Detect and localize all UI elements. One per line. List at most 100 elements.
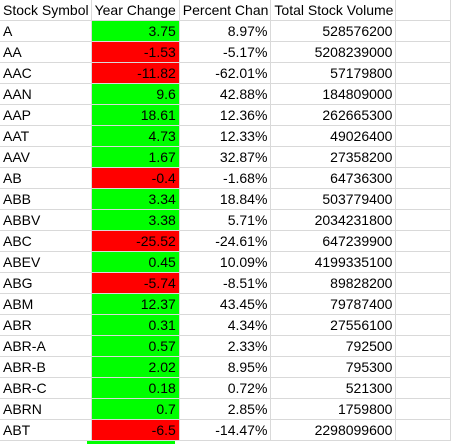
volume-cell[interactable]: 2298099600	[270, 419, 397, 441]
year-change-cell[interactable]: 3.75	[91, 20, 180, 42]
volume-cell[interactable]: 27358200	[270, 146, 397, 168]
empty-cell[interactable]	[395, 272, 451, 294]
percent-change-cell[interactable]: 2.33%	[179, 335, 272, 357]
percent-change-cell[interactable]: 0.72%	[179, 377, 272, 399]
year-change-cell[interactable]: 9.6	[91, 83, 180, 105]
symbol-cell[interactable]: ABG	[0, 272, 92, 294]
percent-change-cell[interactable]: -8.51%	[179, 272, 272, 294]
year-change-cell[interactable]: 0.45	[91, 251, 180, 273]
percent-change-cell[interactable]: 4.34%	[179, 314, 272, 336]
percent-change-cell[interactable]: 8.97%	[179, 20, 272, 42]
percent-change-cell[interactable]: -5.17%	[179, 41, 272, 63]
year-change-cell[interactable]: -0.4	[91, 167, 180, 189]
header-cell-total-stock-volume[interactable]: Total Stock Volume	[270, 0, 397, 21]
volume-cell[interactable]: 521300	[270, 377, 397, 399]
empty-cell[interactable]	[395, 335, 451, 357]
percent-change-cell[interactable]: 5.71%	[179, 209, 272, 231]
volume-cell[interactable]: 795300	[270, 356, 397, 378]
empty-cell[interactable]	[395, 83, 451, 105]
symbol-cell[interactable]: ABB	[0, 188, 92, 210]
year-change-cell[interactable]: 0.57	[91, 335, 180, 357]
year-change-cell[interactable]: 18.61	[91, 104, 180, 126]
symbol-cell[interactable]: ABBV	[0, 209, 92, 231]
volume-cell[interactable]: 184809000	[270, 83, 397, 105]
volume-cell[interactable]: 27556100	[270, 314, 397, 336]
percent-change-cell[interactable]: 42.88%	[179, 83, 272, 105]
year-change-cell[interactable]: 0.18	[91, 377, 180, 399]
empty-cell[interactable]	[395, 41, 451, 63]
header-cell-year-change[interactable]: Year Change	[91, 0, 180, 21]
empty-cell[interactable]	[395, 104, 451, 126]
year-change-cell[interactable]: -5.74	[91, 272, 180, 294]
header-cell-percent-change[interactable]: Percent Chan	[179, 0, 272, 21]
year-change-cell[interactable]: 12.37	[91, 293, 180, 315]
symbol-cell[interactable]: A	[0, 20, 92, 42]
volume-cell[interactable]: 5208239000	[270, 41, 397, 63]
volume-cell[interactable]: 4199335100	[270, 251, 397, 273]
volume-cell[interactable]: 89828200	[270, 272, 397, 294]
year-change-cell[interactable]: 0.31	[91, 314, 180, 336]
volume-cell[interactable]: 57179800	[270, 62, 397, 84]
empty-cell[interactable]	[395, 146, 451, 168]
symbol-cell[interactable]: AAP	[0, 104, 92, 126]
empty-cell[interactable]	[395, 251, 451, 273]
empty-cell[interactable]	[395, 20, 451, 42]
volume-cell[interactable]: 2034231800	[270, 209, 397, 231]
symbol-cell[interactable]: ABR-B	[0, 356, 92, 378]
year-change-cell[interactable]: -6.5	[91, 419, 180, 441]
percent-change-cell[interactable]: 18.84%	[179, 188, 272, 210]
percent-change-cell[interactable]: 10.09%	[179, 251, 272, 273]
percent-change-cell[interactable]: 8.95%	[179, 356, 272, 378]
volume-cell[interactable]: 49026400	[270, 125, 397, 147]
volume-cell[interactable]: 792500	[270, 335, 397, 357]
symbol-cell[interactable]: AAV	[0, 146, 92, 168]
empty-cell[interactable]	[395, 356, 451, 378]
year-change-cell[interactable]: 3.34	[91, 188, 180, 210]
percent-change-cell[interactable]: 43.45%	[179, 293, 272, 315]
symbol-cell[interactable]: AB	[0, 167, 92, 189]
percent-change-cell[interactable]: 32.87%	[179, 146, 272, 168]
symbol-cell[interactable]: ABEV	[0, 251, 92, 273]
volume-cell[interactable]: 79787400	[270, 293, 397, 315]
volume-cell[interactable]: 503779400	[270, 188, 397, 210]
percent-change-cell[interactable]: -14.47%	[179, 419, 272, 441]
percent-change-cell[interactable]: -1.68%	[179, 167, 272, 189]
empty-cell[interactable]	[395, 293, 451, 315]
volume-cell[interactable]: 1759800	[270, 398, 397, 420]
symbol-cell[interactable]: AAC	[0, 62, 92, 84]
empty-cell[interactable]	[395, 125, 451, 147]
empty-cell[interactable]	[395, 188, 451, 210]
year-change-cell[interactable]: 0.7	[91, 398, 180, 420]
year-change-cell[interactable]: 3.38	[91, 209, 180, 231]
symbol-cell[interactable]: ABR-C	[0, 377, 92, 399]
volume-cell[interactable]: 64736300	[270, 167, 397, 189]
empty-cell[interactable]	[395, 62, 451, 84]
year-change-cell[interactable]: 2.02	[91, 356, 180, 378]
symbol-cell[interactable]: AAN	[0, 83, 92, 105]
empty-cell[interactable]	[395, 167, 451, 189]
percent-change-cell[interactable]: -62.01%	[179, 62, 272, 84]
symbol-cell[interactable]: ABR	[0, 314, 92, 336]
header-cell-stock-symbol[interactable]: Stock Symbol	[0, 0, 92, 21]
symbol-cell[interactable]: AA	[0, 41, 92, 63]
symbol-cell[interactable]: ABC	[0, 230, 92, 252]
year-change-cell[interactable]: -11.82	[91, 62, 180, 84]
year-change-cell[interactable]: -25.52	[91, 230, 180, 252]
symbol-cell[interactable]: ABT	[0, 419, 92, 441]
percent-change-cell[interactable]: -24.61%	[179, 230, 272, 252]
volume-cell[interactable]: 528576200	[270, 20, 397, 42]
volume-cell[interactable]: 262665300	[270, 104, 397, 126]
year-change-cell[interactable]: -1.53	[91, 41, 180, 63]
year-change-cell[interactable]: 4.73	[91, 125, 180, 147]
empty-cell[interactable]	[395, 314, 451, 336]
empty-cell[interactable]	[395, 377, 451, 399]
year-change-cell[interactable]: 1.67	[91, 146, 180, 168]
percent-change-cell[interactable]: 12.33%	[179, 125, 272, 147]
percent-change-cell[interactable]: 12.36%	[179, 104, 272, 126]
empty-cell[interactable]	[395, 230, 451, 252]
volume-cell[interactable]: 647239900	[270, 230, 397, 252]
symbol-cell[interactable]: AAT	[0, 125, 92, 147]
empty-cell[interactable]	[395, 419, 451, 441]
symbol-cell[interactable]: ABR-A	[0, 335, 92, 357]
empty-cell[interactable]	[395, 398, 451, 420]
